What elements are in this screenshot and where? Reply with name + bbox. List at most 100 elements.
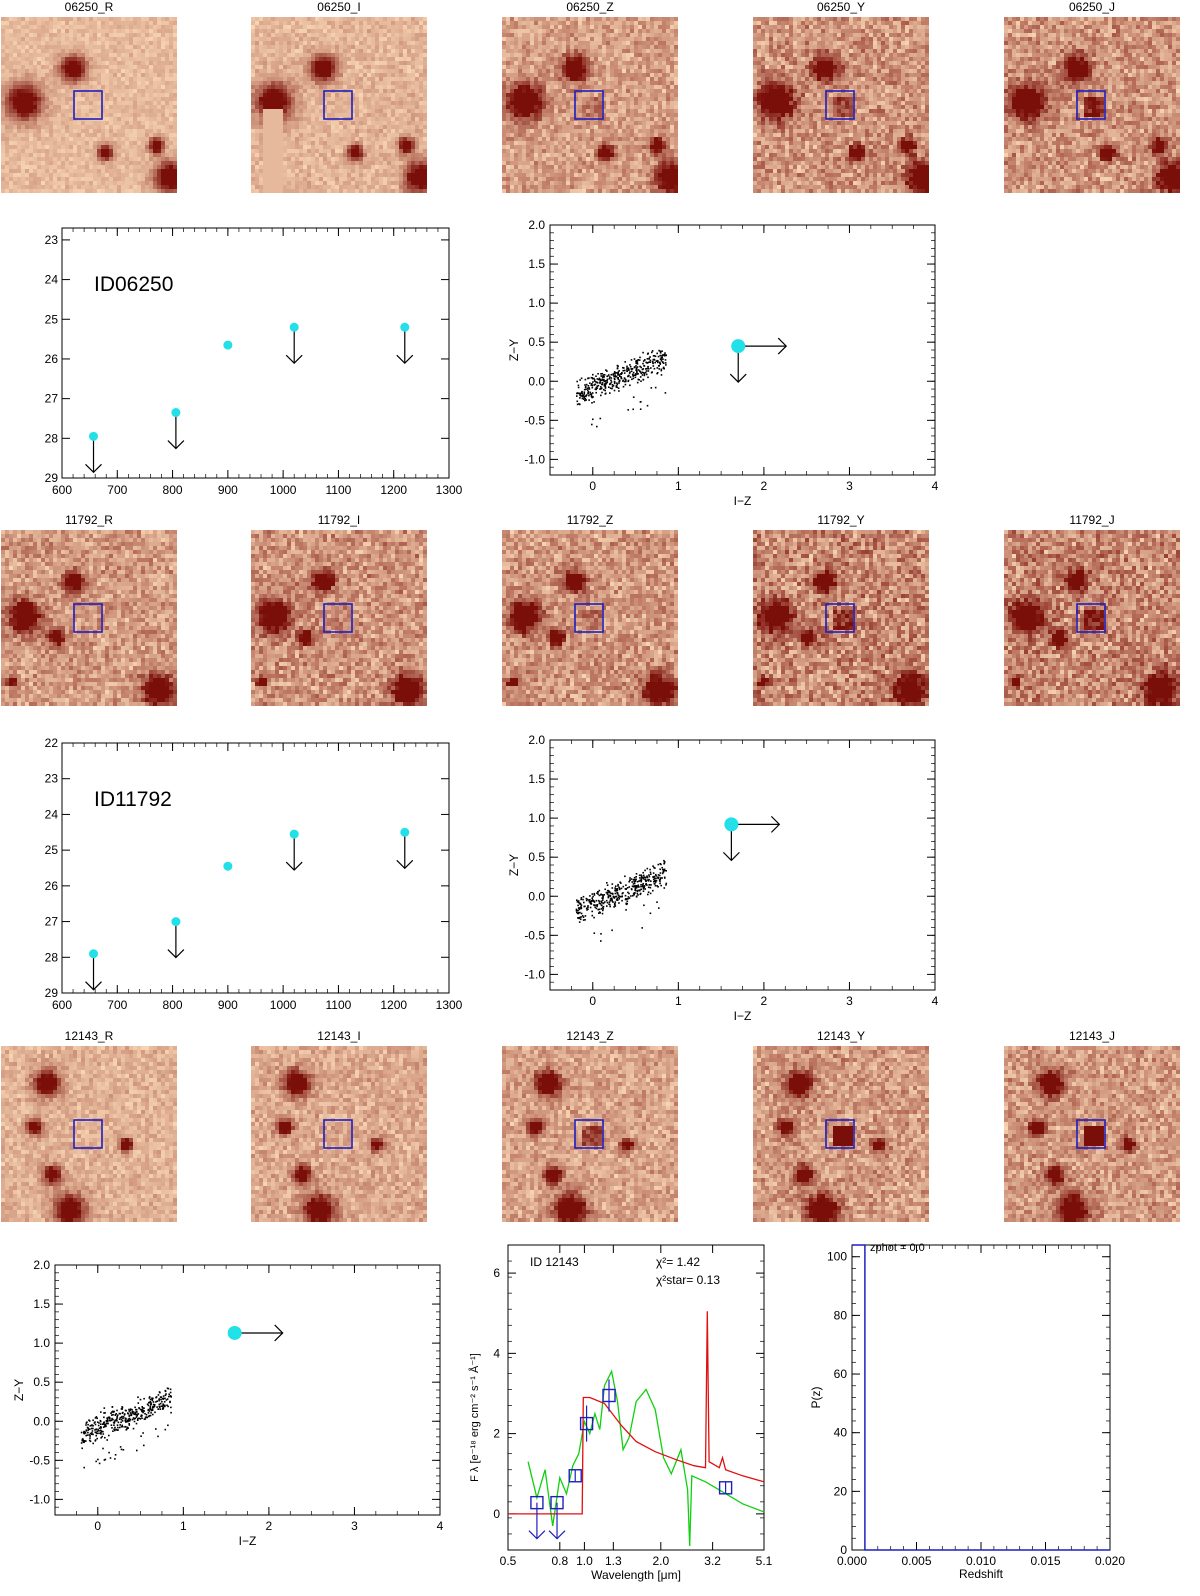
- stamp-pixel: [574, 113, 579, 118]
- stamp-pixel: [538, 53, 543, 58]
- stamp-pixel: [85, 65, 90, 70]
- stamp-pixel: [359, 185, 364, 190]
- stamp-pixel: [263, 93, 268, 98]
- stamp-pixel: [542, 93, 547, 98]
- stamp-pixel: [339, 153, 344, 158]
- stamp-pixel: [311, 89, 316, 94]
- stamp-pixel: [662, 53, 667, 58]
- stamp-pixel: [363, 85, 368, 90]
- stamp-pixel: [295, 69, 300, 74]
- stamp-pixel: [157, 17, 162, 22]
- stamp-pixel: [419, 169, 424, 174]
- stamp-pixel: [586, 77, 591, 82]
- stamp-pixel: [506, 105, 511, 110]
- stamp-pixel: [399, 185, 404, 190]
- stamp-pixel: [419, 109, 424, 114]
- stamp-pixel: [303, 133, 308, 138]
- stamp-pixel: [53, 153, 58, 158]
- stamp-pixel: [137, 73, 142, 78]
- stamp-pixel: [307, 21, 312, 26]
- stamp-pixel: [367, 153, 372, 158]
- stamp-pixel: [173, 117, 177, 122]
- stamp-pixel: [33, 185, 38, 190]
- stamp-pixel: [141, 81, 146, 86]
- stamp-pixel: [538, 69, 543, 74]
- stamp-pixel: [283, 133, 288, 138]
- stamp-pixel: [419, 49, 424, 54]
- stamp-pixel: [387, 49, 392, 54]
- stamp-pixel: [319, 97, 324, 102]
- stamp-pixel: [263, 81, 268, 86]
- stamp-pixel: [411, 105, 416, 110]
- stamp-pixel: [81, 77, 86, 82]
- stamp-pixel: [109, 169, 114, 174]
- stamp-pixel: [654, 37, 659, 42]
- stamp-pixel: [5, 41, 10, 46]
- stamp-pixel: [359, 97, 364, 102]
- stamp-pixel: [129, 177, 134, 182]
- stamp-pixel: [319, 157, 324, 162]
- stamp-pixel: [526, 41, 531, 46]
- stamp-pixel: [379, 81, 384, 86]
- stamp-pixel: [169, 113, 174, 118]
- stamp-pixel: [311, 93, 316, 98]
- stamp-pixel: [526, 117, 531, 122]
- stamp-pixel: [379, 97, 384, 102]
- stamp-pixel: [550, 41, 555, 46]
- stamp-pixel: [514, 93, 519, 98]
- stamp-pixel: [411, 29, 416, 34]
- stamp-pixel: [65, 37, 70, 42]
- stamp-pixel: [327, 49, 332, 54]
- stamp-pixel: [21, 41, 26, 46]
- stamp-pixel: [311, 57, 316, 62]
- stamp-pixel: [391, 37, 396, 42]
- stamp-pixel: [630, 45, 635, 50]
- stamp-pixel: [9, 97, 14, 102]
- stamp-pixel: [307, 117, 312, 122]
- stamp-pixel: [307, 29, 312, 34]
- stamp-pixel: [626, 77, 631, 82]
- stamp-pixel: [654, 97, 659, 102]
- stamp-pixel: [546, 85, 551, 90]
- stamp-pixel: [65, 29, 70, 34]
- stamp-pixel: [21, 185, 26, 190]
- stamp-pixel: [21, 101, 26, 106]
- stamp-pixel: [311, 169, 316, 174]
- stamp-pixel: [530, 21, 535, 26]
- stamp-pixel: [61, 145, 66, 150]
- stamp-pixel: [77, 149, 82, 154]
- stamp-pixel: [303, 129, 308, 134]
- stamp-pixel: [590, 37, 595, 42]
- stamp-pixel: [17, 45, 22, 50]
- stamp-pixel: [355, 97, 360, 102]
- stamp-pixel: [403, 117, 408, 122]
- stamp-pixel: [153, 45, 158, 50]
- stamp-pixel: [598, 41, 603, 46]
- stamp-pixel: [137, 141, 142, 146]
- stamp-pixel: [315, 149, 320, 154]
- stamp-pixel: [255, 153, 260, 158]
- stamp-pixel: [347, 153, 352, 158]
- stamp-pixel: [33, 169, 38, 174]
- stamp-pixel: [53, 97, 58, 102]
- stamp-pixel: [85, 33, 90, 38]
- stamp-pixel: [602, 93, 607, 98]
- stamp-pixel: [133, 81, 138, 86]
- stamp-pixel: [411, 137, 416, 142]
- stamp-pixel: [534, 93, 539, 98]
- stamp-pixel: [161, 81, 166, 86]
- stamp-pixel: [161, 157, 166, 162]
- stamp-pixel: [363, 81, 368, 86]
- stamp-pixel: [407, 105, 412, 110]
- stamp-pixel: [506, 73, 511, 78]
- stamp-pixel: [383, 49, 388, 54]
- stamp-pixel: [251, 21, 256, 26]
- stamp-pixel: [9, 37, 14, 42]
- stamp-pixel: [85, 113, 90, 118]
- stamp-pixel: [105, 29, 110, 34]
- stamp-pixel: [502, 77, 507, 82]
- stamp-pixel: [594, 73, 599, 78]
- stamp-pixel: [157, 165, 162, 170]
- stamp-pixel: [9, 161, 14, 166]
- stamp-pixel: [1, 113, 6, 118]
